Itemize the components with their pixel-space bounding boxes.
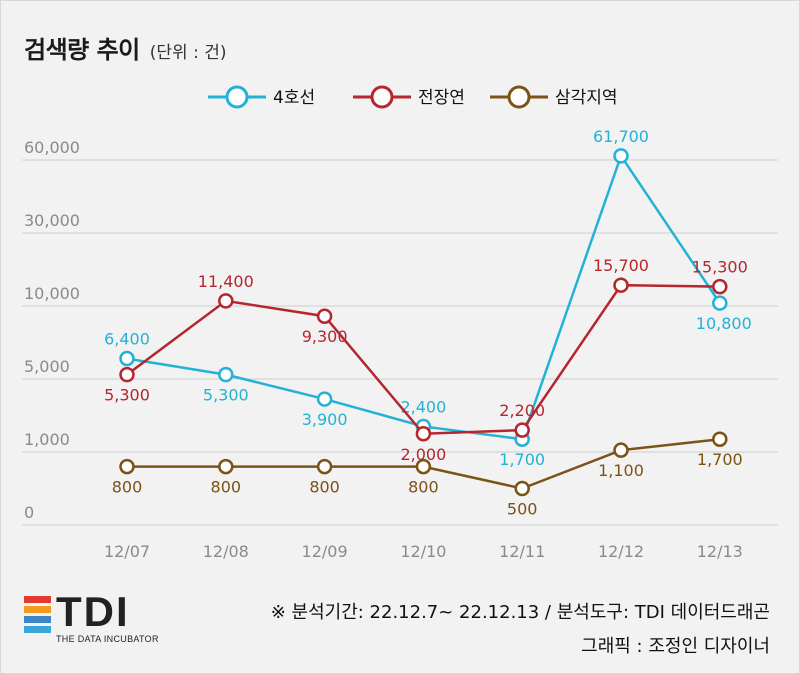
data-point bbox=[613, 148, 629, 164]
tdi-logo: TDI THE DATA INCUBATOR bbox=[24, 588, 204, 652]
logo-bar-1 bbox=[24, 596, 51, 603]
legend-marker bbox=[370, 85, 394, 109]
logo-bar-4 bbox=[24, 626, 51, 633]
legend-label: 4호선 bbox=[273, 88, 315, 108]
data-point bbox=[415, 426, 432, 442]
data-label: 10,800 bbox=[696, 314, 752, 333]
y-tick-label: 5,000 bbox=[24, 357, 70, 376]
data-label: 1,700 bbox=[499, 450, 545, 469]
x-axis: 12/07 12/08 12/09 12/10 12/11 12/12 12/13 bbox=[104, 542, 743, 561]
x-tick-label: 12/10 bbox=[400, 542, 446, 561]
x-tick-label: 12/07 bbox=[104, 542, 150, 561]
data-label: 1,700 bbox=[697, 450, 743, 469]
chart-title: 검색량 추이 bbox=[24, 36, 140, 64]
logo-subtitle: THE DATA INCUBATOR bbox=[56, 634, 159, 644]
grid-lines bbox=[22, 159, 778, 526]
logo-text: TDI bbox=[56, 588, 130, 635]
legend-marker bbox=[225, 85, 249, 109]
x-tick-label: 12/08 bbox=[203, 542, 249, 561]
x-tick-label: 12/13 bbox=[697, 542, 743, 561]
data-point bbox=[316, 391, 333, 407]
data-point bbox=[712, 431, 728, 447]
y-tick-label: 10,000 bbox=[24, 284, 80, 303]
data-point bbox=[514, 480, 530, 497]
data-point bbox=[119, 366, 135, 383]
data-label: 5,300 bbox=[104, 386, 150, 405]
chart-unit: (단위 : 건) bbox=[149, 43, 227, 63]
data-label: 500 bbox=[507, 500, 538, 519]
data-label: 800 bbox=[408, 478, 439, 497]
data-label: 9,300 bbox=[302, 327, 348, 346]
data-point bbox=[218, 293, 234, 309]
logo-bar-3 bbox=[24, 616, 51, 623]
data-point bbox=[514, 422, 530, 438]
series-전장연: 5,300 11,400 9,300 2,000 2,200 15,700 15,300 bbox=[104, 256, 748, 464]
legend-label: 삼각지역 bbox=[555, 88, 618, 108]
analysis-note: ※ 분석기간: 22.12.7~ 22.12.13 / 분석도구: TDI 데이… bbox=[270, 602, 770, 623]
logo-bar-2 bbox=[24, 606, 51, 613]
data-point bbox=[316, 308, 333, 324]
data-label: 1,100 bbox=[598, 461, 644, 480]
data-label: 6,400 bbox=[104, 330, 150, 349]
data-point bbox=[712, 278, 728, 295]
data-point bbox=[415, 458, 432, 475]
data-label: 2,000 bbox=[400, 445, 446, 464]
data-label: 11,400 bbox=[198, 272, 254, 291]
y-tick-label: 0 bbox=[24, 503, 34, 522]
y-tick-label: 30,000 bbox=[24, 211, 80, 230]
data-label: 5,300 bbox=[203, 386, 249, 405]
data-point bbox=[218, 458, 234, 475]
data-point bbox=[712, 295, 728, 311]
data-label: 800 bbox=[112, 478, 143, 497]
y-tick-label: 1,000 bbox=[24, 430, 70, 449]
data-point bbox=[119, 458, 135, 475]
data-label: 800 bbox=[211, 478, 242, 497]
data-point bbox=[613, 277, 629, 293]
logo-bars-icon bbox=[24, 596, 51, 636]
graphic-credit: 그래픽 : 조정인 디자이너 bbox=[581, 636, 770, 657]
chart-header: 검색량 추이 (단위 : 건) bbox=[24, 30, 227, 65]
legend-marker bbox=[507, 85, 531, 109]
data-point bbox=[119, 350, 135, 367]
x-tick-label: 12/09 bbox=[302, 542, 348, 561]
data-label: 800 bbox=[309, 478, 340, 497]
data-label: 2,400 bbox=[400, 397, 446, 416]
data-label: 15,700 bbox=[593, 256, 649, 275]
y-axis: 0 1,000 5,000 10,000 30,000 60,000 bbox=[24, 138, 80, 522]
legend: 4호선 전장연 삼각지역 bbox=[208, 85, 618, 109]
y-tick-label: 60,000 bbox=[24, 138, 80, 157]
data-point bbox=[218, 366, 234, 383]
series-group: 800 800 800 800 500 1,100 1,700 6,400 5,300 3,900… bbox=[104, 127, 752, 519]
line-chart: 0 1,000 5,000 10,000 30,000 60,000 12/07 12/08… bbox=[22, 85, 778, 561]
data-label: 61,700 bbox=[593, 127, 649, 146]
data-label: 15,300 bbox=[692, 258, 748, 277]
data-point bbox=[613, 442, 629, 458]
series-삼각지역: 800 800 800 800 500 1,100 1,700 bbox=[112, 431, 743, 519]
legend-label: 전장연 bbox=[418, 88, 465, 108]
data-label: 2,200 bbox=[499, 401, 545, 420]
x-tick-label: 12/11 bbox=[499, 542, 545, 561]
series-4호선: 6,400 5,300 3,900 2,400 1,700 61,700 10,800 bbox=[104, 127, 752, 469]
data-label: 3,900 bbox=[302, 410, 348, 429]
x-tick-label: 12/12 bbox=[598, 542, 644, 561]
data-point bbox=[316, 458, 333, 475]
